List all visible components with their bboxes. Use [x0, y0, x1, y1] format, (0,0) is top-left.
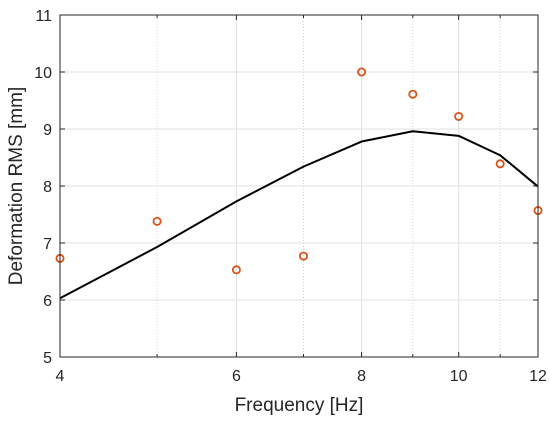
data-point [298, 251, 308, 261]
data-point [231, 265, 241, 275]
y-tick-label: 7 [43, 236, 52, 253]
y-tick-label: 11 [35, 8, 52, 25]
y-tick-label: 5 [43, 350, 52, 367]
y-tick-label: 10 [34, 65, 52, 82]
y-axis-label: Deformation RMS [mm] [6, 87, 27, 285]
y-tick-label: 8 [43, 179, 52, 196]
data-point [357, 67, 367, 77]
x-tick-label: 8 [357, 368, 366, 385]
tick-labels: 4 6 8 10 12 5 6 7 8 9 10 11 [34, 8, 547, 385]
x-tick-label: 12 [529, 368, 547, 385]
data-point [495, 159, 505, 169]
x-tick-label: 4 [56, 368, 65, 385]
data-point [408, 89, 418, 99]
series-line [59, 130, 539, 300]
data-point [152, 216, 162, 226]
x-tick-label: 6 [232, 368, 241, 385]
ticks [59, 14, 539, 358]
x-tick-label: 10 [450, 368, 468, 385]
x-axis-label: Frequency [Hz] [235, 395, 364, 416]
y-tick-label: 6 [43, 293, 52, 310]
data-point [454, 111, 464, 121]
y-tick-label: 9 [43, 122, 52, 139]
